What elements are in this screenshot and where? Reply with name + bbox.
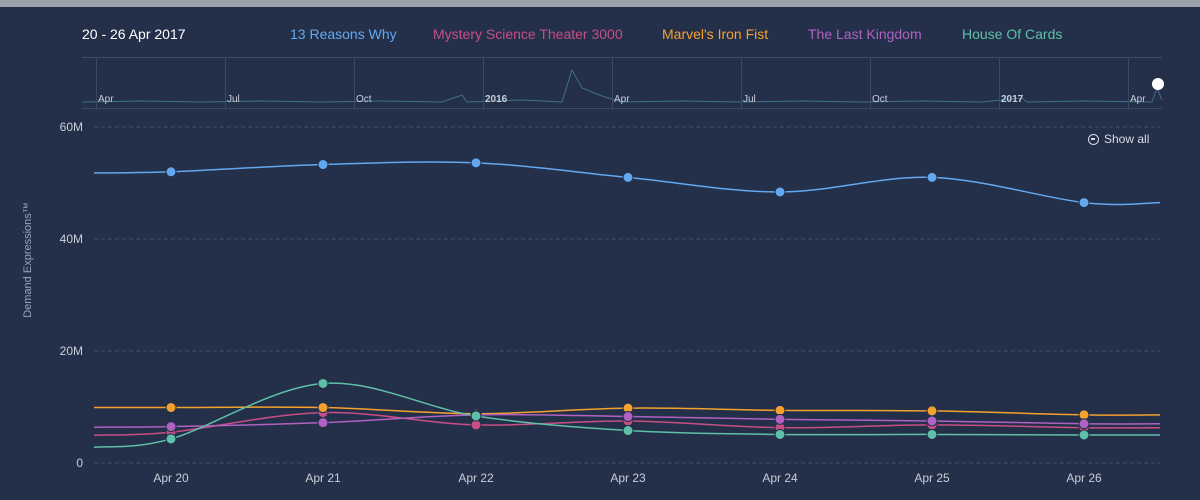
x-tick-label: Apr 24 <box>762 471 798 485</box>
legend-item-marvel-s-iron-fist[interactable]: Marvel's Iron Fist <box>662 26 769 42</box>
data-point-house-of-cards <box>1078 429 1090 441</box>
x-tick-label: Apr 22 <box>458 471 494 485</box>
navigator-gridline <box>612 58 613 108</box>
data-point-house-of-cards <box>470 410 482 422</box>
navigator-gridline <box>483 58 484 108</box>
data-point-13-reasons-why <box>774 186 786 198</box>
data-point-13-reasons-why <box>622 171 634 183</box>
legend-item-mystery-science-theater-3000[interactable]: Mystery Science Theater 3000 <box>433 26 623 42</box>
show-all-button[interactable]: Show all <box>1088 132 1149 146</box>
navigator-gridline <box>1128 58 1129 108</box>
data-point-the-last-kingdom <box>926 415 938 427</box>
data-point-house-of-cards <box>622 425 634 437</box>
data-point-13-reasons-why <box>926 171 938 183</box>
data-point-the-last-kingdom <box>622 411 634 423</box>
data-point-the-last-kingdom <box>1078 418 1090 430</box>
date-range-label: 20 - 26 Apr 2017 <box>82 26 186 42</box>
navigator-handle[interactable] <box>1152 78 1164 90</box>
data-point-marvel-s-iron-fist <box>926 405 938 417</box>
navigator-gridline <box>96 58 97 108</box>
data-point-house-of-cards <box>774 428 786 440</box>
navigator-tick-label: Apr <box>1130 94 1146 105</box>
navigator-tick-label: Oct <box>356 94 372 105</box>
navigator-tick-label: 2017 <box>1001 94 1024 105</box>
legend-item-house-of-cards[interactable]: House Of Cards <box>962 26 1063 42</box>
x-tick-label: Apr 23 <box>610 471 646 485</box>
navigator-gridline <box>225 58 226 108</box>
data-point-marvel-s-iron-fist <box>317 402 329 414</box>
time-navigator[interactable]: Apr Jul Oct 2016 Apr Jul Oct 2017 Apr <box>82 57 1164 109</box>
x-tick-label: Apr 25 <box>914 471 950 485</box>
window-top-strip <box>0 0 1200 7</box>
navigator-gridline <box>999 58 1000 108</box>
series-line-13-reasons-why <box>93 161 1161 206</box>
y-tick-label: 60M <box>60 120 83 134</box>
legend-item-13-reasons-why[interactable]: 13 Reasons Why <box>290 26 397 42</box>
data-point-the-last-kingdom <box>165 421 177 433</box>
navigator-tick-label: Apr <box>614 94 630 105</box>
legend-item-the-last-kingdom[interactable]: The Last Kingdom <box>808 26 922 42</box>
navigator-tick-label: Jul <box>743 94 756 105</box>
chart-legend: 13 Reasons Why Mystery Science Theater 30… <box>0 26 1200 46</box>
y-tick-label: 40M <box>60 232 83 246</box>
data-point-the-last-kingdom <box>317 417 329 429</box>
navigator-sparkline <box>82 68 1162 103</box>
navigator-gridline <box>354 58 355 108</box>
data-point-marvel-s-iron-fist <box>165 402 177 414</box>
data-point-the-last-kingdom <box>774 413 786 425</box>
data-point-house-of-cards <box>317 377 329 389</box>
show-all-label: Show all <box>1104 132 1150 146</box>
x-tick-label: Apr 20 <box>153 471 189 485</box>
data-point-house-of-cards <box>165 433 177 445</box>
zoom-out-icon <box>1088 133 1099 145</box>
data-point-13-reasons-why <box>470 157 482 169</box>
data-point-house-of-cards <box>926 428 938 440</box>
navigator-tick-label: Jul <box>227 94 240 105</box>
navigator-tick-label: Apr <box>98 94 114 105</box>
y-tick-label: 0 <box>76 456 83 470</box>
x-tick-label: Apr 21 <box>305 471 341 485</box>
navigator-gridline <box>870 58 871 108</box>
data-point-13-reasons-why <box>317 159 329 171</box>
data-point-13-reasons-why <box>165 166 177 178</box>
navigator-gridline <box>741 58 742 108</box>
data-point-13-reasons-why <box>1078 197 1090 209</box>
navigator-tick-label: Oct <box>872 94 888 105</box>
navigator-tick-label: 2016 <box>485 94 508 105</box>
x-tick-label: Apr 26 <box>1066 471 1102 485</box>
y-tick-label: 20M <box>60 344 83 358</box>
